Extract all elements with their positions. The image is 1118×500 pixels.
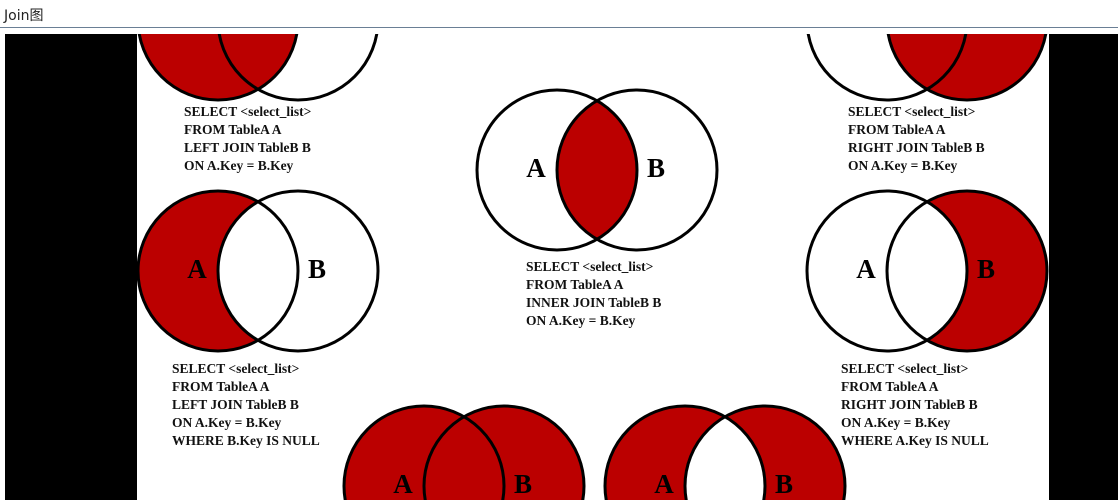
set-label: A — [856, 254, 876, 284]
title-bar: Join图 — [0, 0, 1118, 28]
sql-line: RIGHT JOIN TableB B — [848, 140, 985, 155]
sql-line: SELECT <select_list> — [526, 259, 653, 274]
venn-region — [557, 90, 637, 250]
sql-line: RIGHT JOIN TableB B — [841, 397, 978, 412]
sql-line: FROM TableA A — [841, 379, 939, 394]
sql-line: FROM TableA A — [184, 122, 282, 137]
sql-line: ON A.Key = B.Key — [841, 415, 951, 430]
sql-line: ON A.Key = B.Key — [184, 158, 294, 173]
sql-line: SELECT <select_list> — [848, 104, 975, 119]
venn-outline — [805, 189, 969, 353]
venn-outline — [683, 404, 847, 500]
sql-line: FROM TableA A — [172, 379, 270, 394]
set-label: B — [647, 153, 665, 183]
venn-diagram: A B SELECT <select_list> FROM TableA A RIGHT… — [805, 189, 1049, 448]
set-label: A — [654, 469, 674, 499]
venn-diagram: A B SELECT <select_list> FROM TableA A INNER… — [475, 88, 719, 328]
sql-line: WHERE B.Key IS NULL — [172, 433, 320, 448]
sql-line: LEFT JOIN TableB B — [172, 397, 299, 412]
venn-outline — [217, 34, 379, 102]
venn-outline — [216, 189, 380, 353]
sql-line: WHERE A.Key IS NULL — [841, 433, 989, 448]
sql-line: SELECT <select_list> — [841, 361, 968, 376]
venn-outline — [806, 34, 968, 102]
sql-line: FROM TableA A — [526, 277, 624, 292]
venn-region — [139, 34, 297, 100]
sql-line: INNER JOIN TableB B — [526, 295, 661, 310]
set-label: B — [977, 254, 995, 284]
set-label: A — [187, 254, 207, 284]
sql-line: ON A.Key = B.Key — [848, 158, 958, 173]
set-label: A — [526, 153, 546, 183]
venn-diagram: A B SELECT <select_list> FROM TableA A LEFT … — [137, 189, 380, 448]
venn-region — [685, 406, 765, 500]
sql-line: SELECT <select_list> — [172, 361, 299, 376]
venn-outline — [422, 404, 586, 500]
sql-line: SELECT <select_list> — [184, 104, 311, 119]
venn-outline — [603, 404, 767, 500]
sql-line: FROM TableA A — [848, 122, 946, 137]
set-label: B — [775, 469, 793, 499]
venn-diagram: SELECT <select_list> FROM TableA A RIGHT J… — [806, 34, 1048, 173]
venn-outline — [342, 404, 506, 500]
set-label: B — [514, 469, 532, 499]
venn-outline — [137, 189, 300, 353]
venn-region — [888, 34, 1046, 100]
venn-outline — [475, 88, 639, 252]
venn-outline — [886, 34, 1048, 102]
venn-region — [218, 191, 298, 351]
sql-line: ON A.Key = B.Key — [172, 415, 282, 430]
venn-diagram: SELECT <select_list> FROM TableA A LEFT JO… — [137, 34, 379, 173]
page-title: Join图 — [4, 8, 44, 24]
venn-outline — [555, 88, 719, 252]
sql-line: LEFT JOIN TableB B — [184, 140, 311, 155]
sql-line: ON A.Key = B.Key — [526, 313, 636, 328]
venn-outline — [885, 189, 1049, 353]
venn-region — [887, 191, 967, 351]
set-label: B — [308, 254, 326, 284]
venn-region — [424, 406, 584, 500]
set-label: A — [393, 469, 413, 499]
venn-outline — [137, 34, 299, 102]
